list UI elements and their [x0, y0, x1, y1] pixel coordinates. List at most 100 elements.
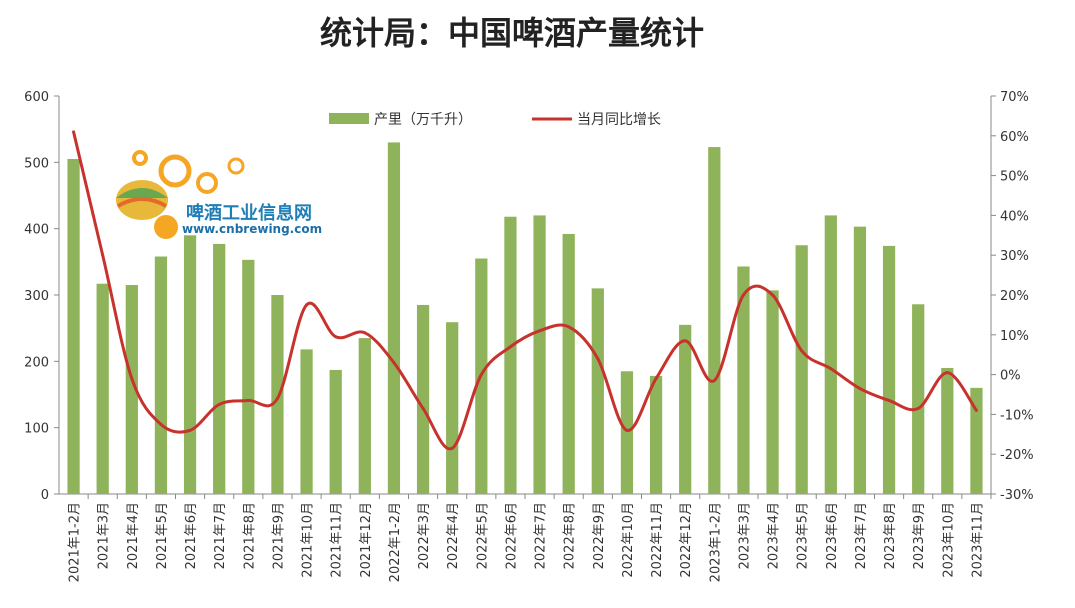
x-tick-label: 2023年3月: [737, 502, 752, 569]
legend: 产里（万千升） 当月同比增长: [329, 112, 661, 128]
y-right-tick-label: 10%: [1000, 329, 1029, 344]
line-point: [683, 339, 687, 343]
y-left-tick-label: 600: [24, 90, 49, 105]
watermark-cn: 啤酒工业信息网: [186, 202, 312, 224]
line-point: [363, 331, 367, 335]
y-right-tick-labels: -30% -20% -10% 0% 10% 20% 30% 40% 50% 60% 70%: [1000, 90, 1034, 503]
brewing-logo-icon: [116, 150, 245, 239]
x-tick-label: 2021年10月: [301, 502, 316, 578]
line-point: [800, 349, 804, 353]
bar: [416, 304, 430, 494]
x-tick-label: 2021年3月: [97, 502, 112, 569]
x-tick-label: 2023年11月: [970, 502, 985, 578]
legend-line-label: 当月同比增长: [577, 112, 661, 128]
x-tick-label: 2023年7月: [854, 502, 869, 569]
x-tick-label: 2022年10月: [621, 502, 636, 578]
line-point: [130, 377, 134, 381]
x-tick-label: 2021年12月: [359, 502, 374, 578]
x-tick-label: 2023年6月: [825, 502, 840, 569]
x-tick-label: 2021年11月: [330, 502, 345, 578]
bar: [649, 375, 663, 494]
line-point: [974, 408, 978, 412]
y-right-tick-label: -10%: [1000, 408, 1034, 423]
x-tick-label: 2021年7月: [213, 502, 228, 569]
x-tick-label: 2023年10月: [941, 502, 956, 578]
line-point: [741, 293, 745, 297]
y-right-tick-label: 30%: [1000, 249, 1029, 264]
x-tick-label: 2022年4月: [446, 502, 461, 569]
y-left-tick-label: 0: [41, 488, 49, 503]
bar: [912, 304, 925, 494]
line-series: [72, 130, 978, 451]
y-right-tick-label: -30%: [1000, 488, 1034, 503]
bar: [67, 159, 80, 494]
bar: [882, 245, 896, 494]
bar: [533, 215, 546, 494]
line-point: [450, 446, 454, 450]
line-point: [72, 130, 76, 134]
bar: [329, 369, 342, 494]
x-tick-label: 2022年7月: [534, 502, 549, 569]
line-point: [916, 406, 920, 410]
watermark-en: www.cnbrewing.com: [182, 222, 322, 236]
legend-bar-label: 产里（万千升）: [374, 112, 472, 128]
line-point: [479, 373, 483, 377]
bar: [766, 290, 779, 494]
y-left-tick-label: 400: [24, 223, 49, 238]
y-right-tick-label: 40%: [1000, 209, 1029, 224]
x-tick-label: 2021年6月: [184, 502, 199, 569]
line-point: [334, 335, 338, 339]
y-left-tick-label: 500: [24, 156, 49, 171]
x-tick-label: 2021年8月: [242, 502, 257, 569]
y-left-tick-label: 300: [24, 289, 49, 304]
line-point: [538, 329, 542, 333]
x-tick-label: 2022年1-2月: [388, 502, 403, 582]
bar: [154, 256, 168, 494]
line-point: [246, 398, 250, 402]
line-point: [625, 428, 629, 432]
line-point: [654, 377, 658, 381]
bar: [620, 371, 634, 494]
bar: [708, 147, 721, 494]
line-point: [159, 422, 163, 426]
bar: [941, 367, 954, 494]
bar: [970, 387, 983, 494]
x-tick-label: 2022年6月: [504, 502, 519, 569]
x-tick-label: 2023年4月: [767, 502, 782, 569]
line-point: [392, 361, 396, 365]
line-point: [858, 387, 862, 391]
bar: [213, 243, 226, 494]
bar: [125, 285, 138, 494]
line-point: [771, 293, 775, 297]
bar: [183, 235, 197, 495]
y-right-tick-label: 60%: [1000, 130, 1029, 145]
bar: [242, 259, 255, 494]
x-tick-label: 2021年9月: [271, 502, 286, 569]
bar: [737, 266, 750, 494]
line-point: [567, 325, 571, 329]
line-point: [101, 253, 105, 257]
x-tick-label: 2023年8月: [883, 502, 898, 569]
x-tick-label: 2022年11月: [650, 502, 665, 578]
x-tick-label: 2022年12月: [679, 502, 694, 578]
line-point: [508, 345, 512, 349]
x-tick-label: 2023年9月: [912, 502, 927, 569]
bar: [795, 245, 808, 494]
legend-bar-swatch: [329, 113, 369, 124]
line-point: [305, 303, 309, 307]
x-tick-label: 2021年1-2月: [68, 502, 83, 582]
bar: [562, 233, 575, 494]
y-right-tick-label: -20%: [1000, 448, 1034, 463]
bar: [387, 142, 401, 494]
x-tick-label: 2021年5月: [155, 502, 170, 569]
x-tick-label: 2021年4月: [126, 502, 141, 569]
bar: [853, 226, 867, 494]
bar: [271, 295, 284, 494]
bar-series: [67, 142, 983, 495]
x-tick-label: 2022年3月: [417, 502, 432, 569]
x-tick-label: 2023年5月: [796, 502, 811, 569]
x-tick-label: 2022年5月: [475, 502, 490, 569]
line-point: [188, 428, 192, 432]
line-point: [596, 357, 600, 361]
